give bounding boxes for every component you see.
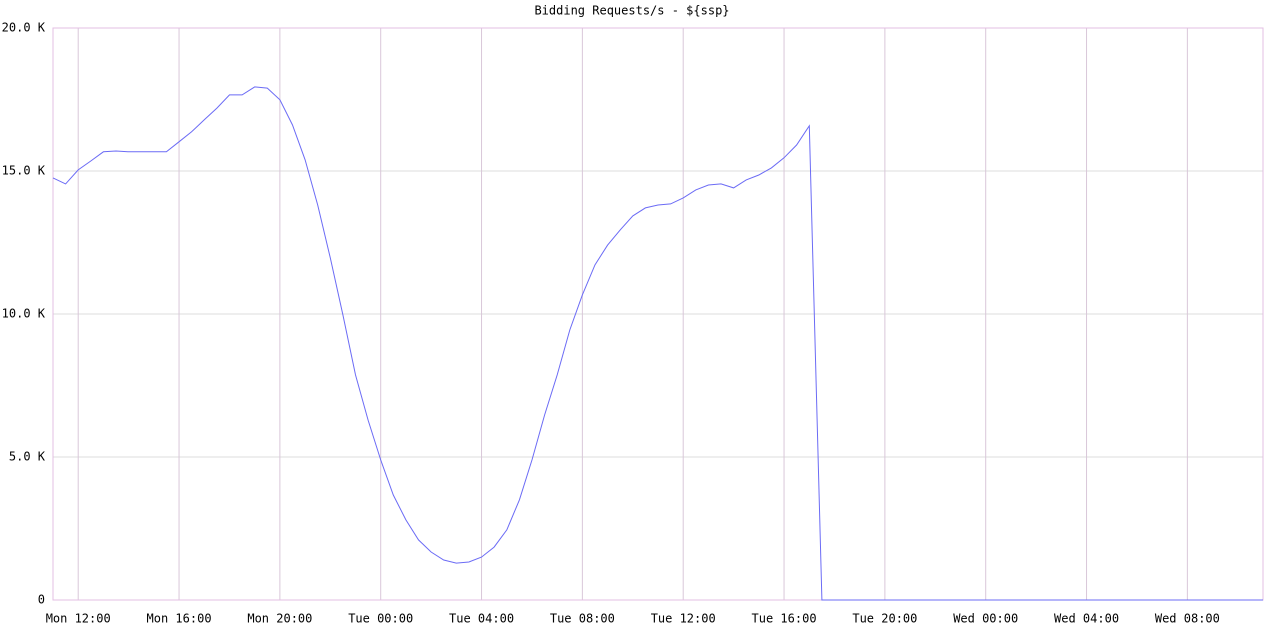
- x-tick-label: Tue 20:00: [852, 612, 917, 626]
- x-tick-label: Tue 12:00: [651, 612, 716, 626]
- plot-frame: [52, 27, 1264, 601]
- y-tick-label: 15.0 K: [2, 164, 46, 178]
- x-tick-label: Tue 00:00: [348, 612, 413, 626]
- x-tick-label: Tue 04:00: [449, 612, 514, 626]
- x-tick-label: Mon 20:00: [247, 612, 312, 626]
- x-tick-label: Mon 16:00: [147, 612, 212, 626]
- x-tick-label: Tue 16:00: [752, 612, 817, 626]
- x-tick-label: Wed 04:00: [1054, 612, 1119, 626]
- chart-title: Bidding Requests/s - ${ssp}: [534, 4, 729, 18]
- y-tick-label: 0: [38, 593, 45, 607]
- x-tick-label: Tue 08:00: [550, 612, 615, 626]
- y-tick-label: 20.0 K: [2, 21, 46, 35]
- grid: [53, 27, 1263, 601]
- x-tick-label: Wed 08:00: [1155, 612, 1220, 626]
- y-tick-label: 5.0 K: [9, 450, 46, 464]
- x-tick-label: Wed 00:00: [953, 612, 1018, 626]
- x-tick-label: Mon 12:00: [46, 612, 111, 626]
- marks: [52, 86, 1263, 601]
- data-line: [52, 86, 1263, 601]
- y-tick-label: 10.0 K: [2, 307, 46, 321]
